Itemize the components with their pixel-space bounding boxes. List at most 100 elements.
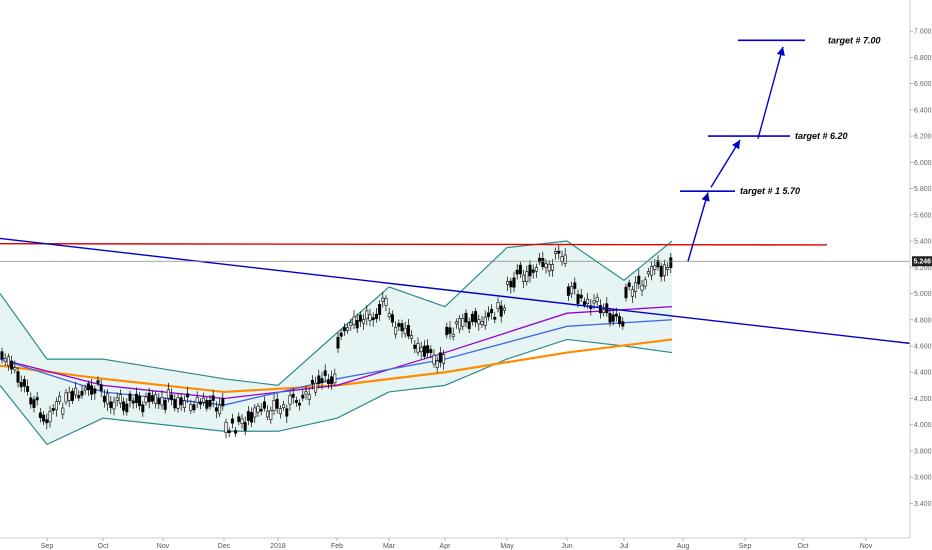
candle (320, 378, 324, 384)
y-tick-label: 5.400 (914, 239, 932, 246)
candle (563, 254, 567, 264)
candle (256, 405, 260, 413)
candle (99, 384, 103, 391)
candle (262, 401, 266, 409)
y-tick-label: 6.000 (914, 160, 932, 167)
y-tick-label: 7.000 (914, 29, 932, 36)
target-arrow-2 (710, 139, 741, 188)
candle (138, 395, 142, 407)
candle (202, 397, 206, 403)
bollinger-lower-line (0, 338, 673, 446)
candle (442, 354, 446, 364)
candle (371, 317, 375, 321)
x-tick-label: Jul (620, 543, 629, 550)
x-tick-label: Dec (218, 543, 231, 550)
candle (131, 400, 135, 404)
candle (630, 289, 634, 297)
candle (368, 314, 372, 321)
candle (387, 313, 391, 318)
candle (474, 311, 478, 323)
candle (170, 394, 174, 401)
candle (326, 379, 330, 384)
candle (272, 400, 276, 411)
y-tick-label: 4.600 (914, 344, 932, 351)
candle (250, 412, 254, 423)
candle (656, 260, 660, 268)
candle (298, 402, 302, 406)
candle (416, 343, 420, 353)
y-tick-label: 5.000 (914, 291, 932, 298)
candle (582, 301, 586, 306)
candle (35, 397, 39, 401)
x-tick-label: Sep (739, 543, 752, 550)
candle (339, 332, 343, 337)
candle (336, 336, 340, 349)
candle (502, 307, 506, 311)
candle (0, 351, 4, 360)
candle (483, 316, 487, 326)
trendline-line (0, 237, 911, 345)
candle (477, 319, 481, 325)
x-tick-label: Nov (860, 543, 873, 550)
candle (544, 263, 548, 268)
candle (598, 305, 602, 314)
candle (230, 418, 234, 424)
candle (560, 256, 564, 262)
moving-average-line-2 (0, 305, 673, 400)
candle (259, 408, 263, 412)
candle (237, 416, 241, 422)
candle (611, 314, 615, 322)
candle (86, 383, 90, 391)
candle (486, 312, 490, 318)
candle (45, 419, 49, 424)
candle (346, 327, 350, 331)
candle (438, 352, 442, 363)
candle (413, 344, 417, 349)
candle (323, 370, 327, 376)
candle (314, 382, 318, 393)
candle (458, 318, 462, 330)
candle (506, 280, 510, 285)
candle (586, 298, 590, 304)
candle (147, 392, 151, 403)
candle (38, 412, 42, 419)
y-tick-label: 6.600 (914, 81, 932, 88)
candle (282, 404, 286, 408)
candle (499, 305, 503, 317)
candle (205, 400, 209, 409)
candle (221, 398, 225, 407)
candle (317, 375, 321, 385)
candle (662, 264, 666, 276)
candle (445, 326, 449, 336)
candle (163, 400, 167, 410)
x-tick-label: Apr (440, 543, 452, 550)
candle (573, 282, 577, 289)
candle (570, 286, 574, 294)
candle (109, 401, 113, 408)
candle (19, 381, 23, 388)
candle (157, 398, 161, 405)
candle (150, 395, 154, 402)
candle (397, 323, 401, 327)
x-tick-label: Aug (677, 543, 690, 550)
candle (141, 404, 145, 413)
candle (29, 397, 33, 405)
candle (579, 294, 583, 299)
candle (384, 298, 388, 306)
candle (531, 269, 535, 273)
candle (93, 388, 97, 394)
candle (669, 257, 673, 268)
resistance-line (0, 242, 828, 246)
x-axis: Sep Oct Nov Dec 2018 Feb Mar Apr May Jun Jul Aug Sep… (0, 537, 910, 550)
bollinger-band-fill (0, 241, 672, 445)
candle (518, 264, 522, 275)
candle (621, 321, 625, 327)
candle (493, 316, 497, 320)
candle (432, 354, 436, 365)
candle (406, 325, 410, 337)
candle (643, 279, 647, 287)
candle (515, 269, 519, 275)
candle (650, 266, 654, 276)
candle (400, 323, 404, 332)
